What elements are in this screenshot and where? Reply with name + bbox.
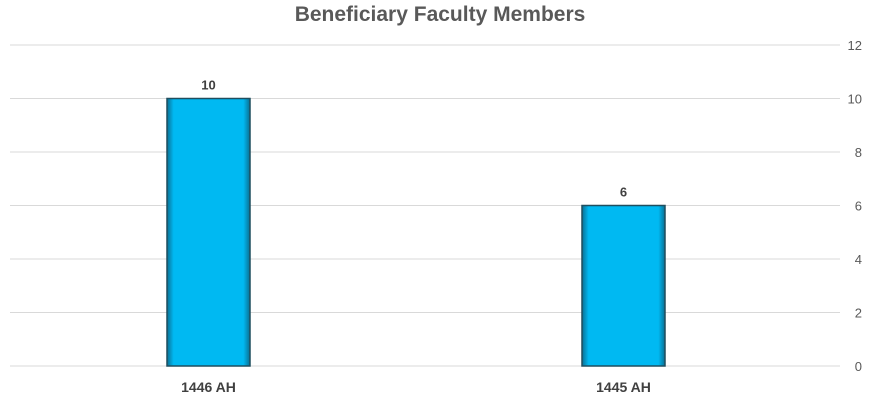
chart-title: Beneficiary Faculty Members: [295, 3, 586, 26]
x-axis-categories: 1446 AH 1445 AH: [181, 379, 651, 395]
bar: [581, 204, 666, 367]
bars: [166, 97, 666, 367]
y-tick-label: 6: [855, 199, 862, 214]
y-tick-label: 12: [848, 38, 862, 53]
gridlines: [10, 44, 840, 367]
bar: [166, 97, 251, 367]
y-tick-label: 8: [855, 145, 862, 160]
y-axis-ticks: 0 2 4 6 8 10 12: [848, 38, 862, 374]
y-tick-label: 2: [855, 306, 862, 321]
data-label: 6: [620, 185, 627, 200]
data-labels: 10 6: [201, 78, 627, 200]
y-tick-label: 4: [855, 252, 862, 267]
x-category-label: 1445 AH: [596, 379, 651, 395]
y-tick-label: 10: [848, 92, 862, 107]
y-tick-label: 0: [855, 359, 862, 374]
x-category-label: 1446 AH: [181, 379, 236, 395]
data-label: 10: [201, 78, 215, 93]
